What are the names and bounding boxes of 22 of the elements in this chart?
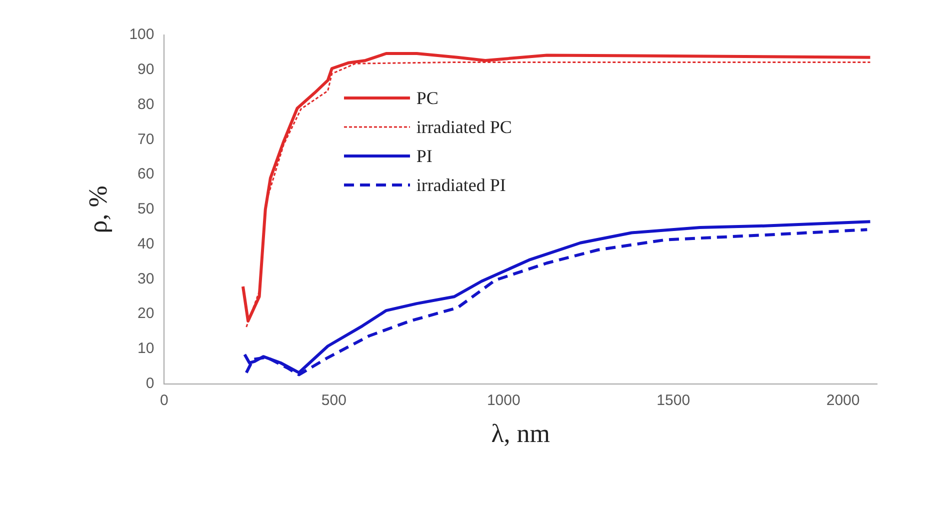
y-tick-label: 100 — [129, 26, 154, 44]
y-axis-title: ρ, % — [83, 186, 112, 234]
y-tick-label: 20 — [138, 305, 154, 322]
y-tick-label: 50 — [138, 200, 154, 218]
legend-label: irradiated PI — [416, 174, 506, 196]
y-tick-label: 0 — [146, 374, 154, 392]
legend-label: irradiated PC — [416, 116, 512, 138]
x-tick-label: 0 — [160, 392, 168, 409]
y-tick-label: 60 — [138, 166, 154, 183]
legend-label: PC — [416, 88, 438, 109]
legend-label: PI — [416, 146, 432, 167]
x-tick-label: 1500 — [656, 392, 690, 409]
y-tick-label: 90 — [138, 61, 154, 78]
y-tick-label: 80 — [138, 96, 154, 113]
x-axis-title: λ, nm — [491, 419, 550, 448]
y-tick-label: 40 — [138, 235, 154, 252]
x-tick-label: 2000 — [826, 392, 860, 409]
y-tick-label: 10 — [138, 340, 154, 358]
x-tick-label: 500 — [321, 392, 346, 409]
y-tick-label: 30 — [138, 270, 154, 288]
y-tick-label: 70 — [138, 130, 154, 148]
x-tick-label: 1000 — [486, 392, 520, 409]
